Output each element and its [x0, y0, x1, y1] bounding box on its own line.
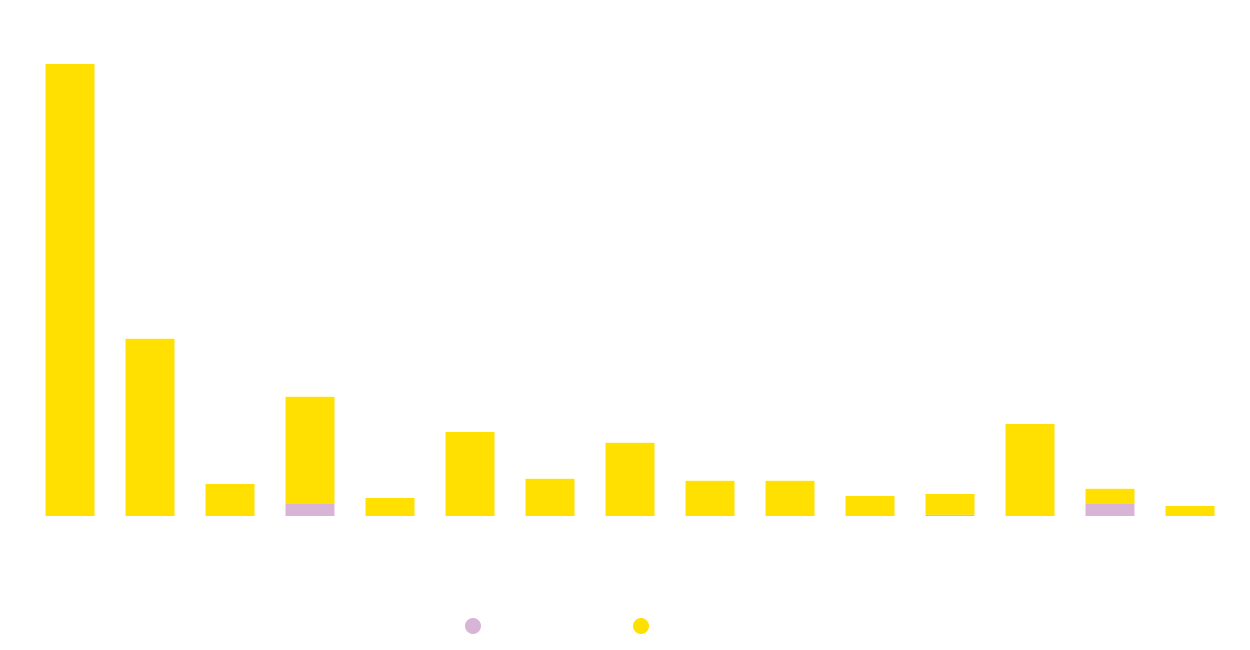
legend-marker-series1 [465, 618, 481, 634]
bar-series2-item6 [445, 432, 495, 516]
bar-series1-item12 [925, 514, 975, 516]
bar-series2-item14 [1085, 488, 1135, 504]
legend-marker-series2 [633, 618, 649, 634]
bar-series2-item13 [1005, 424, 1055, 516]
bar-series2-item4 [285, 396, 335, 504]
bar-series2-item11 [845, 496, 895, 516]
bar-series2-item1 [45, 64, 95, 516]
bar-series2-item7 [525, 478, 575, 516]
bar-series1-item4 [285, 504, 335, 516]
bar-series2-item15 [1165, 506, 1215, 516]
bar-series2-item5 [365, 498, 415, 516]
bar-series2-item8 [605, 442, 655, 516]
bar-series2-item9 [685, 480, 735, 516]
bar-series2-item12 [925, 494, 975, 515]
bars-group [45, 64, 1215, 516]
bar-series2-item3 [205, 484, 255, 516]
bar-series1-item14 [1085, 504, 1135, 516]
legend [465, 618, 649, 634]
bar-series2-item2 [125, 338, 175, 516]
bar-series2-item10 [765, 480, 815, 516]
